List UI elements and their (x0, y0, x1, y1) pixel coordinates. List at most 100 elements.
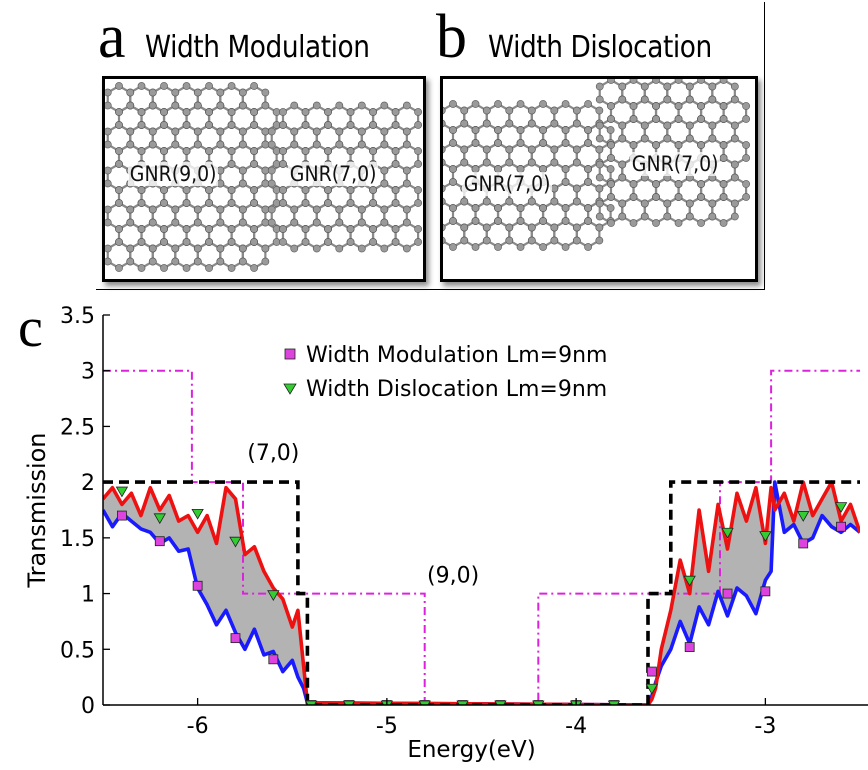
panel-a-structure (102, 76, 426, 282)
square-marker (268, 654, 279, 665)
carbon-atom (561, 243, 570, 251)
carbon-atom (618, 199, 627, 208)
carbon-atom (629, 141, 638, 149)
carbon-atom (595, 106, 604, 115)
carbon-atom (561, 204, 570, 212)
carbon-atom (414, 160, 422, 168)
panel-b-label-1: GNR(7,0) (462, 172, 553, 196)
carbon-atom (238, 88, 247, 97)
carbon-atom (584, 100, 592, 108)
carbon-atom (126, 88, 135, 97)
carbon-atom (539, 139, 547, 147)
carbon-atom (460, 145, 469, 154)
carbon-atom (182, 199, 191, 207)
carbon-atom (391, 147, 400, 155)
width-dislocation-line (103, 480, 860, 705)
triangle-marker (797, 511, 810, 522)
carbon-atom (267, 166, 276, 175)
triangle-marker (456, 700, 469, 705)
carbon-atom (402, 140, 411, 149)
carbon-atom (312, 244, 321, 253)
carbon-atom (182, 238, 191, 246)
carbon-atom (126, 218, 135, 227)
carbon-atom (250, 160, 258, 168)
carbon-atom (238, 101, 247, 110)
carbon-atom (618, 121, 627, 130)
carbon-atom (238, 205, 247, 214)
horizontal-divider (96, 289, 765, 290)
carbon-atom (205, 186, 213, 194)
triangle-marker (191, 508, 204, 520)
triangle-marker (834, 502, 848, 513)
carbon-atom (640, 199, 649, 208)
carbon-atom (267, 205, 276, 214)
carbon-atom (572, 197, 581, 206)
carbon-atom (685, 95, 694, 104)
carbon-atom (674, 141, 683, 149)
carbon-atom (148, 101, 157, 110)
carbon-atom (618, 95, 627, 104)
carbon-atom (369, 147, 377, 155)
carbon-atom (357, 218, 366, 227)
carbon-atom (380, 140, 389, 149)
carbon-atom (572, 145, 581, 154)
carbon-atom (324, 147, 332, 155)
carbon-atom (629, 219, 638, 227)
carbon-atom (505, 158, 514, 167)
carbon-atom (708, 121, 717, 130)
carbon-atom (572, 184, 581, 193)
square-marker (836, 521, 846, 532)
carbon-atom (227, 121, 236, 129)
carbon-atom (449, 165, 457, 173)
carbon-atom (685, 199, 694, 208)
carbon-atom (742, 141, 750, 149)
carbon-atom (312, 101, 321, 110)
carbon-atom (238, 218, 247, 227)
carbon-atom (193, 140, 202, 149)
carbon-atom (674, 193, 683, 201)
carbon-atom (572, 106, 581, 115)
carbon-atom (227, 225, 236, 233)
x-tick-label: -4 (565, 714, 587, 739)
carbon-atom (685, 121, 694, 130)
carbon-atom (539, 100, 547, 108)
carbon-atom (697, 102, 705, 110)
carbon-atom (148, 244, 157, 253)
carbon-atom (267, 127, 276, 136)
carbon-atom (652, 115, 660, 123)
carbon-atom (160, 264, 168, 272)
carbon-atom (494, 204, 502, 212)
carbon-atom (443, 236, 446, 245)
carbon-atom (369, 186, 377, 194)
carbon-atom (482, 223, 491, 232)
carbon-atom (618, 82, 627, 91)
carbon-atom (193, 257, 202, 266)
x-axis-label: Energy(eV) (407, 737, 535, 763)
carbon-atom (137, 147, 146, 155)
carbon-atom (607, 193, 615, 201)
carbon-atom (402, 179, 411, 188)
carbon-atom (618, 173, 627, 182)
triangle-marker (342, 700, 356, 705)
carbon-atom (550, 119, 559, 128)
carbon-atom (618, 212, 627, 221)
carbon-atom (471, 217, 480, 225)
triangle-marker (494, 700, 507, 705)
carbon-atom (290, 205, 299, 214)
carbon-atom (719, 193, 728, 201)
carbon-atom (561, 165, 570, 173)
carbon-atom (227, 82, 236, 90)
panel-a-letter: a (98, 3, 126, 71)
carbon-atom (482, 236, 491, 245)
y-tick-label: 1.5 (60, 527, 95, 552)
carbon-atom (414, 108, 422, 116)
carbon-atom (527, 145, 536, 154)
carbon-atom (595, 160, 604, 169)
carbon-atom (160, 108, 168, 116)
carbon-atom (449, 243, 457, 251)
carbon-atom (505, 145, 514, 154)
carbon-atom (719, 141, 728, 149)
carbon-atom (193, 205, 202, 214)
carbon-atom (279, 121, 287, 129)
carbon-atom (290, 218, 299, 227)
